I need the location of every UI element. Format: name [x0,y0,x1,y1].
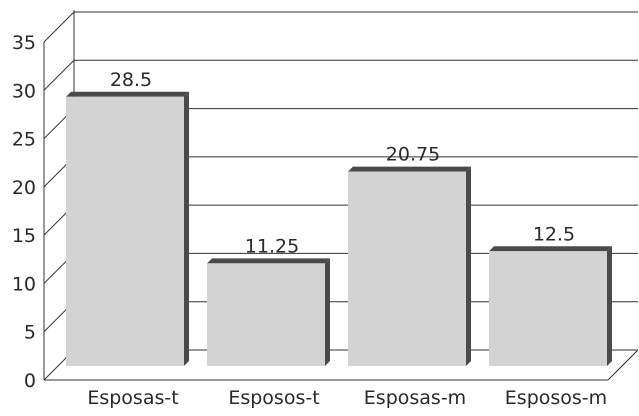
data-label: 28.5 [110,69,152,91]
bar [489,251,607,366]
y-tick-label: 10 [12,273,36,295]
y-tick-label: 35 [12,32,36,54]
bar-top [348,166,471,172]
x-category-label: Esposos-m [505,387,607,409]
y-tick-label: 25 [12,129,36,151]
x-category-label: Esposos-t [228,387,319,409]
data-label: 11.25 [245,235,299,257]
y-tick-label: 0 [24,370,36,392]
bar-side [466,166,471,366]
x-category-label: Esposas-t [87,387,178,409]
bar [66,96,184,367]
data-label: 12.5 [533,223,575,245]
bar-top [66,91,189,97]
x-category-label: Esposas-m [364,387,466,409]
data-label: 20.75 [386,144,440,166]
y-tick-label: 5 [24,322,36,344]
y-tick-label: 20 [12,177,36,199]
bar-side [325,258,330,366]
bar-top [207,258,330,264]
wall-depth-line [43,59,75,91]
y-tick-label: 30 [12,80,36,102]
bar [348,171,466,366]
bar-side [184,91,189,367]
bar [207,263,325,366]
floor-right-edge [607,349,639,381]
wall-depth-line [43,11,75,43]
y-tick-label: 15 [12,225,36,247]
bar-top [489,246,612,252]
bar-side [607,246,612,366]
